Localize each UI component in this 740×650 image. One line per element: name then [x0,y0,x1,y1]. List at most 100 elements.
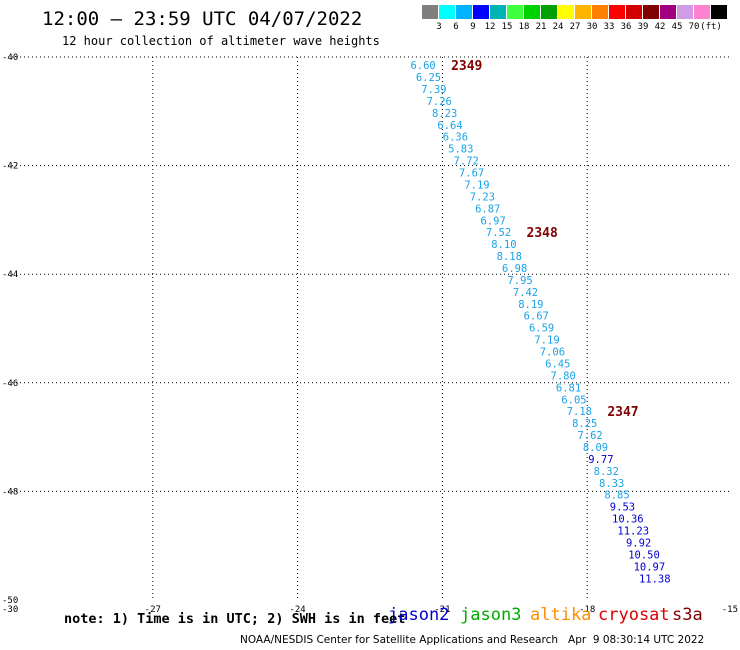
swh-value: 8.19 [518,299,543,311]
scale-swatch [626,5,642,19]
scale-swatch [643,5,659,19]
swh-value: 7.23 [470,191,495,203]
swh-value: 7.67 [459,168,484,180]
swh-value: 8.23 [432,108,457,120]
swh-value: 6.60 [410,60,435,72]
lon-tick-label: -21 [434,605,450,615]
scale-swatch [558,5,574,19]
scale-label: 3 [436,22,442,32]
swh-value: 5.83 [448,144,473,156]
scale-swatch [694,5,710,19]
lat-tick-label: -48 [2,487,18,497]
scale-label: 45 [671,22,683,32]
swh-value: 7.18 [567,406,592,418]
lat-tick-label: -44 [2,270,18,280]
map-title: 12:00 – 23:59 UTC 04/07/2022 [42,8,363,30]
lon-tick-label: -24 [289,605,305,615]
swh-value: 10.36 [612,514,644,526]
swh-value: 6.59 [529,323,554,335]
swh-value: 10.50 [628,549,660,561]
scale-label: 24 [552,22,564,32]
swh-value: 6.87 [475,203,500,215]
lon-tick-label: -15 [722,605,738,615]
scale-swatch [490,5,506,19]
legend-jason2: jason2 [388,605,450,625]
track-time-label: 2349 [451,59,482,74]
track-time-label: 2347 [607,405,638,420]
scale-swatch [592,5,608,19]
scale-swatch [507,5,523,19]
swh-value: 8.25 [572,418,597,430]
swh-value: 6.64 [437,120,462,132]
scale-label: 42 [654,22,666,32]
scale-swatch [456,5,472,19]
swh-value: 7.52 [486,227,511,239]
swh-value: 6.45 [545,358,570,370]
swh-value: 7.72 [454,156,479,168]
lon-tick-label: -30 [2,605,18,615]
swh-value: 8.09 [583,442,608,454]
lon-tick-label: -18 [579,605,595,615]
swh-value: 8.32 [594,466,619,478]
scale-label: 6 [453,22,459,32]
scale-label: 33 [603,22,615,32]
legend-altika: altika [530,605,592,625]
swh-value: 9.77 [588,454,613,466]
swh-value: 7.80 [551,370,576,382]
map-subtitle: 12 hour collection of altimeter wave hei… [62,34,380,48]
swh-value: 7.42 [513,287,538,299]
swh-value: 8.33 [599,478,624,490]
scale-swatch [711,5,727,19]
swh-value: 8.85 [604,490,629,502]
scale-swatch [609,5,625,19]
swh-value: 7.19 [534,335,559,347]
scale-label: 27 [569,22,581,32]
swh-value: 6.05 [561,394,586,406]
scale-swatch [439,5,455,19]
scale-swatch [660,5,676,19]
scale-swatch [524,5,540,19]
lat-tick-label: -46 [2,379,18,389]
swh-value: 6.98 [502,263,527,275]
swh-value: 9.92 [626,537,651,549]
track-time-label: 2348 [527,226,558,241]
lat-tick-label: -50 [2,596,18,606]
legend-s3a: s3a [672,605,703,625]
lat-tick-label: -40 [2,53,18,63]
swh-value: 8.18 [497,251,522,263]
swh-value: 7.26 [427,96,452,108]
legend-cryosat: cryosat [598,605,670,625]
swh-value: 7.19 [464,179,489,191]
scale-label: 9 [470,22,476,32]
swh-value: 6.36 [443,132,468,144]
swh-value: 8.10 [491,239,516,251]
swh-value: 6.67 [524,311,549,323]
scale-label: 30 [586,22,598,32]
scale-swatch [473,5,489,19]
swh-value: 9.53 [610,502,635,514]
scale-label: 15 [501,22,513,32]
scale-label: 70 [688,22,700,32]
scale-swatch [541,5,557,19]
scale-label: 18 [518,22,530,32]
scale-label: 12 [484,22,496,32]
lat-tick-label: -42 [2,162,18,172]
scale-swatch [677,5,693,19]
swh-value: 11.23 [617,526,649,538]
footer-note: note: 1) Time is in UTC; 2) SWH is in fe… [64,611,406,627]
scale-label: 36 [620,22,632,32]
swh-value: 6.81 [556,382,581,394]
scale-label: 21 [535,22,547,32]
scale-label: (ft) [700,22,722,32]
swh-value: 11.38 [639,573,671,585]
swh-value: 7.39 [421,84,446,96]
swh-value: 6.25 [416,72,441,84]
legend-jason3: jason3 [460,605,522,625]
lon-tick-label: -27 [145,605,161,615]
swh-value: 7.62 [577,430,602,442]
swh-value: 10.97 [634,561,666,573]
swh-value: 6.97 [480,215,505,227]
swh-value: 7.06 [540,347,565,359]
scale-swatch [422,5,438,19]
